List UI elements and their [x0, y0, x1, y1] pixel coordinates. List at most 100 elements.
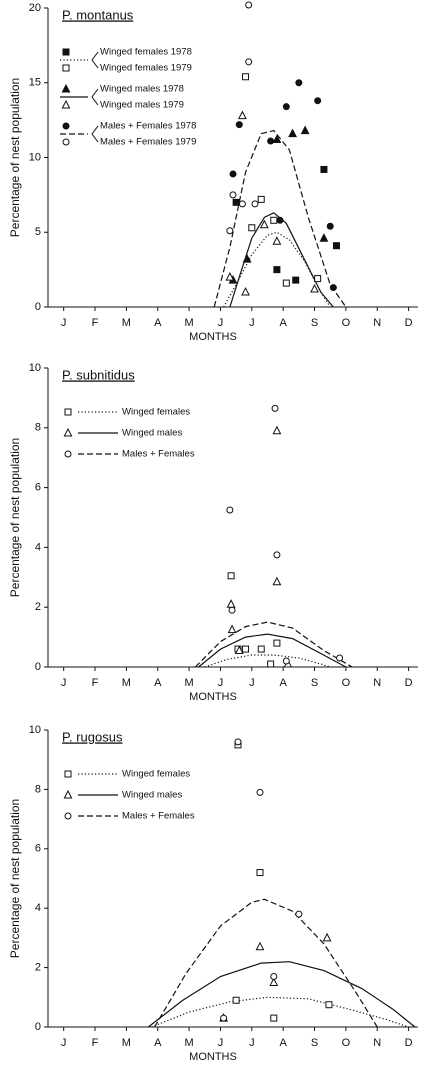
triangle-marker [272, 576, 282, 586]
fit-curve [198, 633, 347, 668]
triangle-marker [255, 941, 265, 951]
x-tick-label: D [405, 677, 413, 689]
y-tick-label: 10 [29, 724, 41, 736]
circle-marker [220, 1014, 228, 1022]
fit-curve [154, 898, 378, 1028]
square-marker [242, 645, 250, 653]
circle-marker [226, 227, 234, 235]
circle-marker [62, 122, 70, 130]
y-axis-label: Percentage of nest population [8, 799, 22, 958]
x-tick-label: S [311, 317, 318, 329]
legend-label: Winged males 1978 [100, 84, 184, 95]
fit-curve [147, 961, 416, 1028]
x-tick-label: D [405, 317, 413, 329]
triangle-marker [259, 219, 269, 229]
circle-marker [336, 654, 344, 662]
x-tick-label: A [279, 677, 287, 689]
square-marker [273, 639, 281, 647]
x-tick-label: M [185, 317, 194, 329]
x-tick-label: J [249, 317, 255, 329]
square-marker [62, 48, 70, 56]
legend-label: Males + Females 1978 [100, 121, 196, 132]
circle-marker [245, 58, 253, 66]
square-marker [242, 73, 250, 81]
triangle-marker [227, 624, 237, 634]
square-marker [273, 266, 281, 274]
circle-marker [282, 103, 290, 111]
y-tick-label: 0 [35, 1021, 41, 1033]
circle-marker [314, 97, 322, 105]
triangle-marker [61, 99, 71, 109]
y-tick-label: 4 [35, 541, 41, 553]
circle-marker [245, 1, 253, 9]
x-tick-label: N [373, 677, 381, 689]
triangle-marker [288, 128, 297, 138]
x-tick-label: J [61, 677, 67, 689]
square-marker [270, 216, 278, 224]
legend-label: Males + Females 1979 [100, 137, 196, 148]
fit-curve [213, 129, 347, 308]
chart-title: P. rugosus [62, 729, 123, 744]
y-tick-label: 20 [29, 2, 41, 14]
square-marker [257, 195, 265, 203]
y-tick-label: 6 [35, 843, 41, 855]
x-axis-label: MONTHS [189, 1051, 237, 1063]
legend-label: Winged males 1979 [100, 100, 184, 111]
legend-label: Winged males [122, 790, 182, 801]
y-tick-label: 5 [35, 226, 41, 238]
legend-brace [91, 51, 99, 69]
square-marker [314, 275, 322, 283]
legend-label: Winged females [122, 769, 190, 780]
y-tick-label: 10 [29, 151, 41, 163]
x-tick-label: O [342, 317, 351, 329]
x-axis-label: MONTHS [189, 331, 237, 343]
circle-marker [64, 450, 72, 458]
square-marker [248, 224, 256, 232]
x-tick-label: S [311, 677, 318, 689]
triangle-marker [269, 977, 279, 986]
square-marker [62, 64, 70, 72]
y-tick-label: 10 [29, 362, 41, 374]
triangle-marker [63, 789, 73, 799]
x-tick-label: A [154, 677, 162, 689]
x-tick-label: F [92, 1037, 99, 1049]
x-tick-label: A [279, 317, 287, 329]
x-tick-label: M [122, 317, 131, 329]
y-tick-label: 0 [35, 301, 41, 313]
legend-brace [91, 125, 99, 143]
square-marker [227, 572, 235, 580]
triangle-marker [300, 125, 310, 135]
x-tick-label: J [218, 1037, 224, 1049]
circle-marker [273, 551, 281, 559]
legend-label: Males + Females [122, 449, 195, 460]
x-tick-label: J [249, 1037, 255, 1049]
circle-marker [64, 812, 72, 820]
legend-label: Winged females [122, 407, 190, 418]
circle-marker [256, 788, 264, 796]
y-tick-label: 2 [35, 962, 41, 974]
square-marker [267, 660, 275, 668]
y-axis-label: Percentage of nest population [8, 78, 22, 237]
circle-marker [295, 910, 303, 918]
x-tick-label: S [311, 1037, 318, 1049]
fit-curve [151, 996, 409, 1028]
triangle-marker [319, 233, 329, 242]
circle-marker [62, 138, 70, 146]
square-marker [332, 242, 340, 250]
y-tick-label: 15 [29, 77, 41, 89]
triangle-marker [272, 236, 282, 245]
triangle-marker [225, 272, 235, 281]
square-marker [270, 1014, 278, 1022]
triangle-marker [242, 254, 252, 263]
triangle-marker [272, 134, 282, 144]
x-tick-label: D [405, 1037, 413, 1049]
chart-title: P. subnitidus [62, 367, 135, 382]
y-tick-label: 8 [35, 783, 41, 795]
chart-title: P. montanus [62, 7, 134, 22]
triangle-marker [61, 83, 71, 93]
legend-label: Winged males [122, 428, 182, 439]
legend-brace [91, 88, 99, 106]
x-tick-label: F [92, 317, 99, 329]
circle-marker [235, 121, 243, 129]
